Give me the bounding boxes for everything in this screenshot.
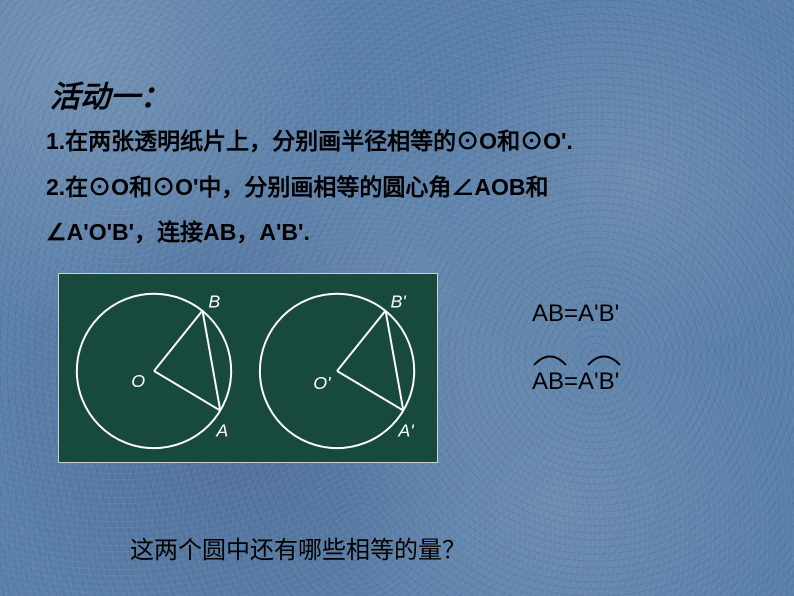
label-A-left: A	[215, 420, 228, 440]
equation-chord: AB=A'B'	[532, 300, 619, 328]
closing-question: 这两个圆中还有哪些相等的量？	[130, 530, 466, 565]
activity-title: 活动一：	[50, 72, 170, 116]
label-B-right: B'	[390, 292, 406, 312]
instruction-line-1: 1.在两张透明纸片上，分别画半径相等的⊙O和⊙O'.	[46, 122, 573, 156]
equation-arc: AB=A'B'	[532, 368, 619, 396]
instruction-line-3: ∠A'O'B'，连接AB，A'B'.	[46, 213, 310, 247]
instruction-line-2: 2.在⊙O和⊙O'中，分别画相等的圆心角∠AOB和	[46, 168, 549, 202]
label-A-right: A'	[397, 420, 414, 440]
label-O-right: O'	[313, 373, 331, 393]
label-B-left: B	[208, 292, 220, 312]
label-O-left: O	[131, 371, 145, 391]
circles-svg: O A B O' A' B'	[59, 274, 437, 462]
slide-content: 活动一： 1.在两张透明纸片上，分别画半径相等的⊙O和⊙O'. 2.在⊙O和⊙O…	[0, 0, 794, 596]
two-circles-diagram: O A B O' A' B'	[58, 273, 438, 463]
